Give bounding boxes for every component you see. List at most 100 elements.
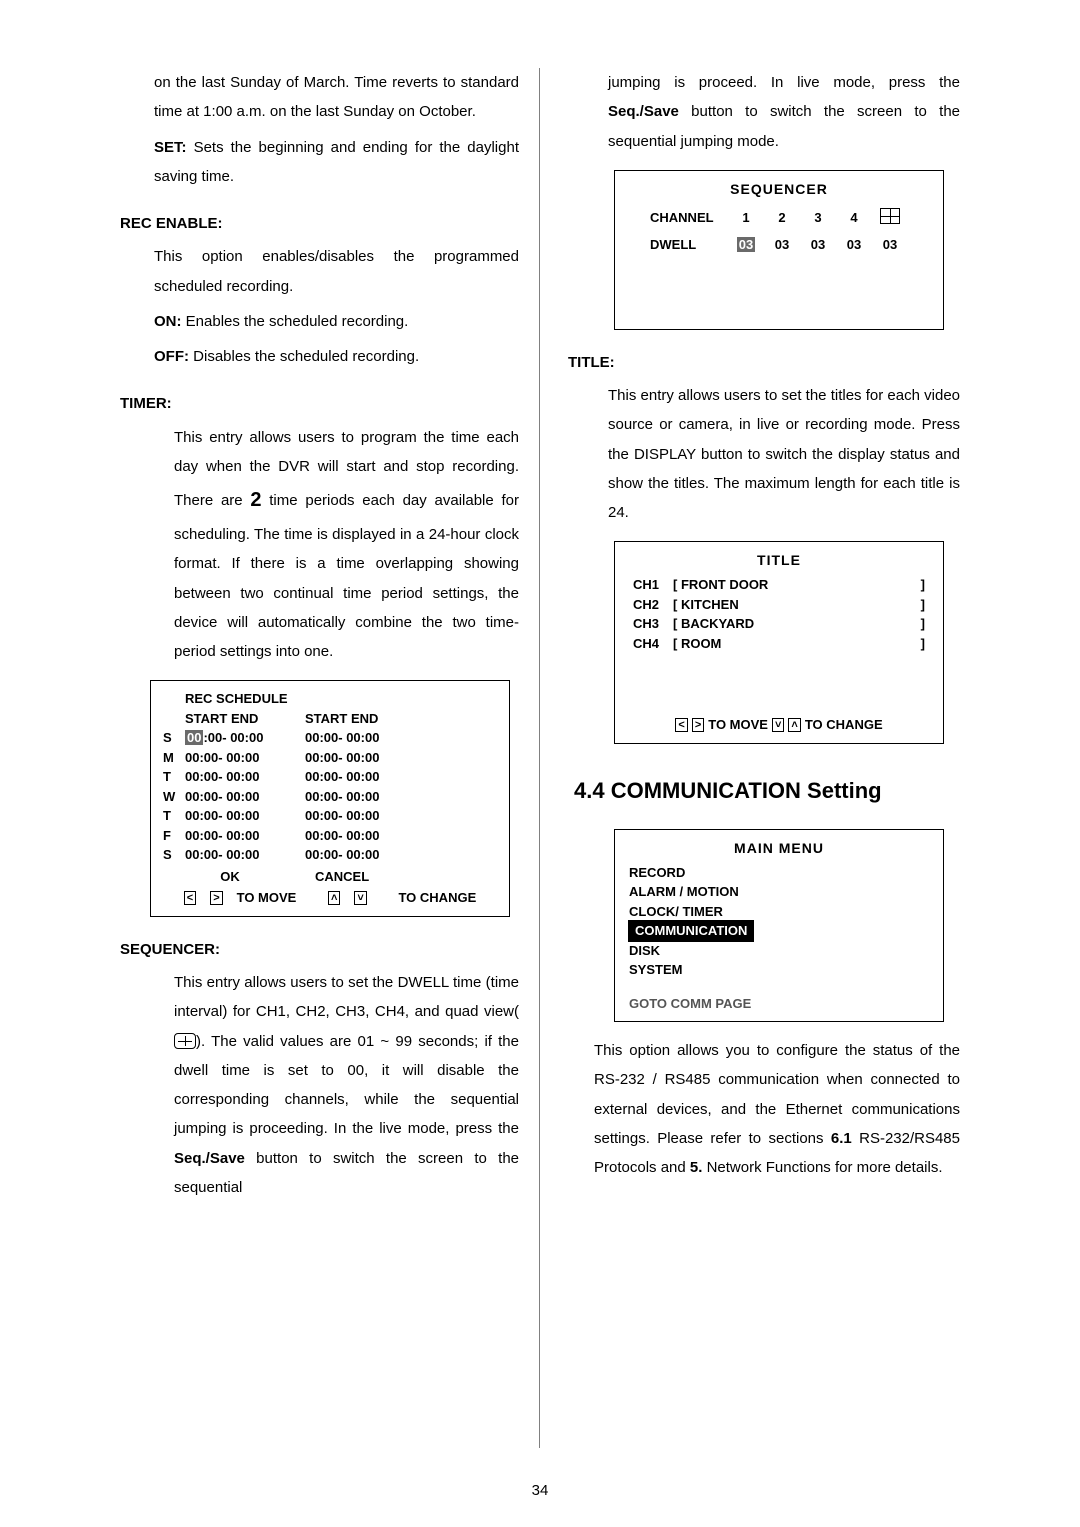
- timer-two: 2: [250, 489, 261, 511]
- title-ch: CH1: [623, 575, 673, 595]
- rec-enable-text: This option enables/disables the program…: [120, 242, 519, 301]
- timer-text: This entry allows users to program the t…: [120, 423, 519, 667]
- sequencer-text: This entry allows users to set the DWELL…: [120, 968, 519, 1202]
- table-row: M00:00- 00:0000:00- 00:00: [159, 748, 501, 768]
- rs-footer: <> TO MOVE ˄˅ TO CHANGE: [159, 888, 501, 908]
- seq-ch: 2: [764, 208, 800, 228]
- left-column: on the last Sunday of March. Time revert…: [100, 68, 540, 1448]
- rs-day: F: [159, 826, 185, 846]
- rs-c1: 00:00- 00:00: [185, 826, 305, 846]
- rs-hl: 00: [185, 730, 203, 745]
- seq-dw: 03: [836, 235, 872, 255]
- main-menu-title: MAIN MENU: [623, 838, 935, 859]
- title-foot-change: TO CHANGE: [805, 715, 883, 735]
- rs-day: T: [159, 767, 185, 787]
- rp1a: jumping is proceed. In live mode, press …: [608, 74, 960, 91]
- rec-enable-head: REC ENABLE:: [120, 209, 519, 238]
- down-arrow-icon: ˅: [772, 718, 784, 732]
- title-footer: < > TO MOVE ˅ ˄ TO CHANGE: [623, 715, 935, 735]
- title-panel: TITLE CH1[ FRONT DOOR] CH2[ KITCHEN] CH3…: [614, 541, 944, 744]
- up-arrow-icon: ˄: [328, 891, 340, 905]
- off-label: OFF:: [154, 348, 189, 365]
- mm-item: ALARM / MOTION: [623, 882, 935, 902]
- right-p1: jumping is proceed. In live mode, press …: [574, 68, 960, 156]
- table-row: CH4[ ROOM]: [623, 634, 935, 654]
- rs-c2: 00:00- 00:00: [305, 767, 425, 787]
- rs-cancel: CANCEL: [305, 867, 425, 887]
- set-label: SET:: [154, 139, 187, 156]
- seq-text-b: ). The valid values are 01 ~ 99 seconds;…: [174, 1033, 519, 1138]
- rs-c2: 00:00- 00:00: [305, 787, 425, 807]
- title-br: ]: [915, 634, 935, 654]
- title-text: This entry allows users to set the title…: [574, 381, 960, 527]
- seqsave-label: Seq./Save: [174, 1150, 245, 1167]
- rs-foot-move: TO MOVE: [237, 888, 297, 908]
- table-row: W00:00- 00:0000:00- 00:00: [159, 787, 501, 807]
- rs-c2: 00:00- 00:00: [305, 826, 425, 846]
- title-br: ]: [915, 575, 935, 595]
- table-row: T00:00- 00:0000:00- 00:00: [159, 806, 501, 826]
- timer-text-b: time periods each day available for sche…: [174, 492, 519, 660]
- table-row: S00:00- 00:0000:00- 00:00: [159, 845, 501, 865]
- sequencer-head: SEQUENCER:: [120, 935, 519, 964]
- rs-h1: START: [185, 711, 227, 726]
- rs-h4: END: [351, 711, 378, 726]
- rs-c1: 00:00- 00:00: [185, 845, 305, 865]
- para-march: on the last Sunday of March. Time revert…: [120, 68, 519, 127]
- table-row: F00:00- 00:0000:00- 00:00: [159, 826, 501, 846]
- rs-day: W: [159, 787, 185, 807]
- seq-ch: 1: [728, 208, 764, 228]
- rs-c1: 00:00- 00:00: [185, 748, 305, 768]
- rs-c1: 00:00- 00:00: [185, 787, 305, 807]
- title-ch: CH2: [623, 595, 673, 615]
- mm-item: RECORD: [623, 863, 935, 883]
- rs-c1: 00:00- 00:00: [185, 767, 305, 787]
- on-text: Enables the scheduled recording.: [182, 313, 409, 330]
- quad-icon: [174, 1033, 196, 1049]
- mm-goto: GOTO COMM PAGE: [623, 994, 935, 1014]
- seq-channel-label: CHANNEL: [650, 208, 728, 228]
- right-column: jumping is proceed. In live mode, press …: [540, 68, 980, 1448]
- seq-ch: 3: [800, 208, 836, 228]
- title-foot-move: TO MOVE: [708, 715, 768, 735]
- timer-head: TIMER:: [120, 389, 519, 418]
- seq-dw: 03: [872, 235, 908, 255]
- rs-c2: 00:00- 00:00: [305, 845, 425, 865]
- main-menu-panel: MAIN MENU RECORD ALARM / MOTION CLOCK/ T…: [614, 829, 944, 1023]
- mm-item: CLOCK/ TIMER: [623, 902, 935, 922]
- right-arrow-icon: >: [210, 891, 222, 905]
- rp1-bold: Seq./Save: [608, 103, 679, 120]
- seq-dw: 03: [764, 235, 800, 255]
- seq-dwell-label: DWELL: [650, 235, 728, 255]
- rs-h2: END: [231, 711, 258, 726]
- sequencer-panel: SEQUENCER CHANNEL 1 2 3 4 DWELL 03 03 03…: [614, 170, 944, 330]
- title-name: [ ROOM: [673, 634, 915, 654]
- lp-c: Network Functions for more details.: [702, 1159, 942, 1176]
- rs-c1: 00:00- 00:00: [185, 806, 305, 826]
- up-arrow-icon: ˄: [788, 718, 800, 732]
- title-ch: CH4: [623, 634, 673, 654]
- table-row: CH2[ KITCHEN]: [623, 595, 935, 615]
- rs-c2: 00:00- 00:00: [305, 806, 425, 826]
- title-ch: CH3: [623, 614, 673, 634]
- left-arrow-icon: <: [184, 891, 196, 905]
- on-label: ON:: [154, 313, 182, 330]
- title-br: ]: [915, 595, 935, 615]
- rec-schedule-title: REC SCHEDULE: [159, 689, 501, 709]
- para-set: SET: Sets the beginning and ending for t…: [120, 133, 519, 192]
- lp-61: 6.1: [831, 1130, 852, 1147]
- mm-selected-label: COMMUNICATION: [629, 921, 753, 941]
- page-number: 34: [0, 1482, 1080, 1499]
- table-row: S 00:00- 00:00 00:00- 00:00: [159, 728, 501, 748]
- right-arrow-icon: >: [692, 718, 704, 732]
- rs-ok: OK: [185, 867, 305, 887]
- table-row: T00:00- 00:0000:00- 00:00: [159, 767, 501, 787]
- rs-day: T: [159, 806, 185, 826]
- title-panel-title: TITLE: [623, 550, 935, 571]
- table-row: CH3[ BACKYARD]: [623, 614, 935, 634]
- down-arrow-icon: ˅: [354, 891, 366, 905]
- rs-c1-rest: :00- 00:00: [203, 730, 263, 745]
- mm-item: SYSTEM: [623, 960, 935, 980]
- left-arrow-icon: <: [675, 718, 687, 732]
- title-name: [ FRONT DOOR: [673, 575, 915, 595]
